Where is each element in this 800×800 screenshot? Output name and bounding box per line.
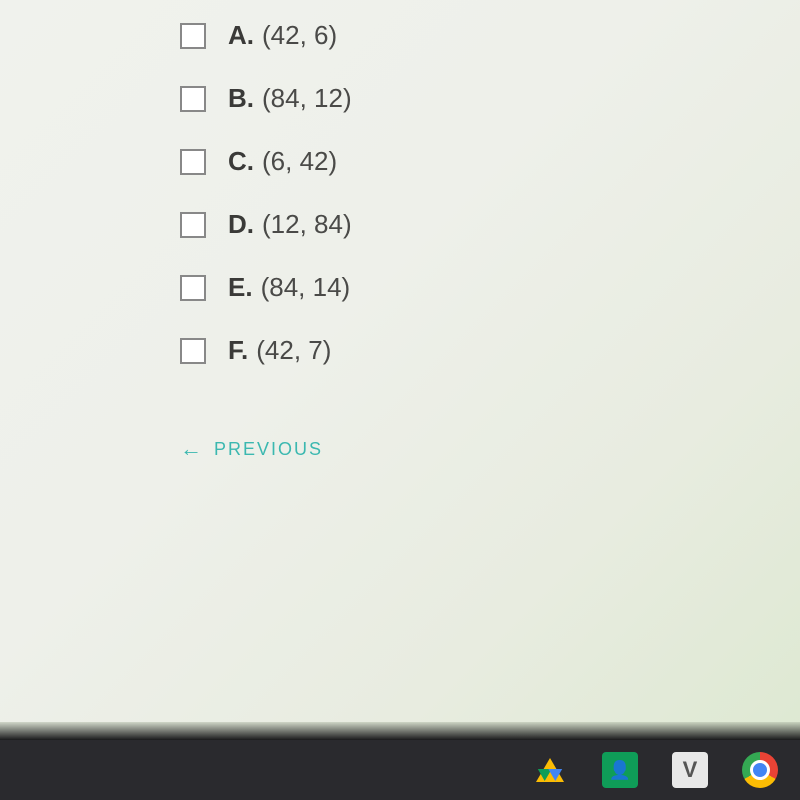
- google-drive-icon[interactable]: [530, 750, 570, 790]
- option-letter: D.: [228, 209, 254, 240]
- option-value: (12, 84): [262, 209, 352, 240]
- option-e-row: E. (84, 14): [180, 272, 800, 303]
- option-letter: B.: [228, 83, 254, 114]
- option-letter: A.: [228, 20, 254, 51]
- option-value: (42, 6): [262, 20, 337, 51]
- option-f-row: F. (42, 7): [180, 335, 800, 366]
- v-app-icon[interactable]: V: [670, 750, 710, 790]
- arrow-left-icon: ←: [180, 436, 204, 462]
- option-value: (84, 14): [261, 272, 351, 303]
- option-b-row: B. (84, 12): [180, 83, 800, 114]
- previous-button[interactable]: ← PREVIOUS: [180, 436, 800, 462]
- google-classroom-icon[interactable]: 👤: [600, 750, 640, 790]
- option-letter: F.: [228, 335, 248, 366]
- option-d-row: D. (12, 84): [180, 209, 800, 240]
- option-c-row: C. (6, 42): [180, 146, 800, 177]
- screen-bezel: [0, 722, 800, 740]
- checkbox-c[interactable]: [180, 149, 206, 175]
- option-value: (42, 7): [256, 335, 331, 366]
- checkbox-e[interactable]: [180, 275, 206, 301]
- option-a-row: A. (42, 6): [180, 20, 800, 51]
- previous-label: PREVIOUS: [214, 439, 323, 460]
- option-letter: E.: [228, 272, 253, 303]
- taskbar: 👤 V: [0, 740, 800, 800]
- option-value: (6, 42): [262, 146, 337, 177]
- chrome-icon[interactable]: [740, 750, 780, 790]
- checkbox-f[interactable]: [180, 338, 206, 364]
- option-value: (84, 12): [262, 83, 352, 114]
- checkbox-b[interactable]: [180, 86, 206, 112]
- option-letter: C.: [228, 146, 254, 177]
- checkbox-a[interactable]: [180, 23, 206, 49]
- checkbox-d[interactable]: [180, 212, 206, 238]
- options-list: A. (42, 6) B. (84, 12) C. (6, 42) D. (12…: [0, 0, 800, 366]
